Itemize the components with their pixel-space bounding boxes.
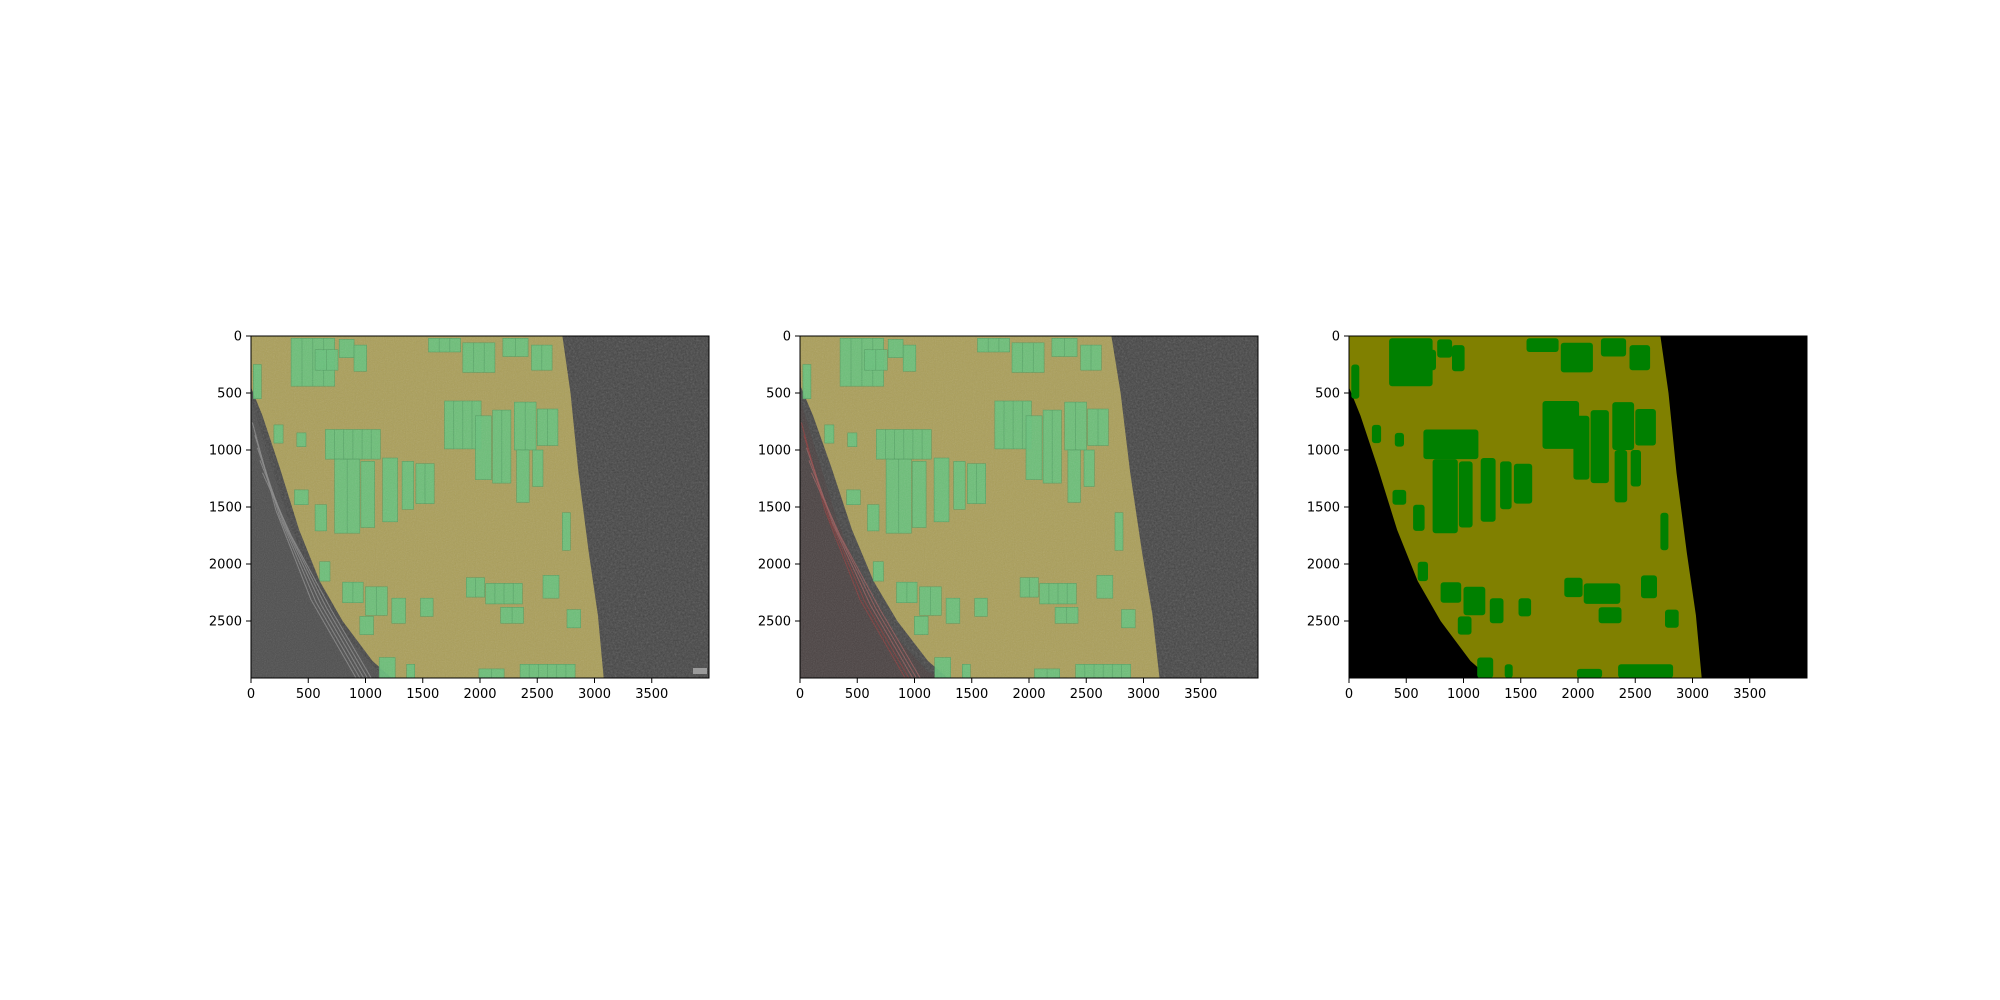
object-region — [1440, 582, 1462, 603]
object-region — [1413, 504, 1425, 531]
y-tick-label: 0 — [234, 330, 242, 345]
photo-grain — [251, 336, 709, 678]
object-region — [1452, 345, 1465, 372]
x-tick-label: 2000 — [1561, 687, 1594, 702]
object-region — [1351, 364, 1360, 399]
x-tick-label: 3000 — [1676, 687, 1709, 702]
object-region — [1394, 432, 1404, 447]
x-tick-label: 1000 — [349, 687, 382, 702]
x-tick-label: 3500 — [635, 687, 668, 702]
y-tick-label: 0 — [783, 330, 791, 345]
x-tick-label: 2500 — [1070, 687, 1103, 702]
object-region — [1660, 512, 1669, 551]
object-region — [1371, 424, 1382, 444]
x-tick-label: 500 — [845, 687, 870, 702]
panel-overlay-prediction: 0 500 1000 1500 2000 2500 3000 3500 0 500 1000 1500… — [758, 330, 1259, 702]
photo-grain — [800, 336, 1258, 678]
y-tick-label: 2000 — [1307, 558, 1340, 573]
x-tick-label: 0 — [796, 687, 804, 702]
x-tick-label: 1000 — [898, 687, 931, 702]
object-region — [1480, 458, 1496, 522]
y-tick-label: 1000 — [209, 444, 242, 459]
object-region — [1590, 410, 1609, 484]
x-tick-label: 500 — [296, 687, 321, 702]
x-tick-label: 1500 — [1504, 687, 1537, 702]
object-region — [1665, 609, 1679, 628]
object-region — [1437, 339, 1453, 358]
y-tick-label: 2000 — [758, 558, 791, 573]
object-region — [1641, 575, 1657, 599]
panel-overlay-original: 0 500 1000 1500 2000 2500 3000 3500 0 500 1000 1500… — [209, 330, 710, 702]
y-tick-label: 1000 — [1307, 444, 1340, 459]
panel-image — [800, 336, 1258, 678]
x-tick-label: 3500 — [1184, 687, 1217, 702]
object-region — [1500, 461, 1512, 510]
object-region — [1526, 338, 1559, 352]
object-region — [1618, 664, 1674, 678]
object-region — [1392, 489, 1407, 505]
object-region — [1504, 664, 1513, 678]
object-region — [1417, 561, 1428, 582]
object-region — [1477, 657, 1494, 678]
x-tick-label: 2500 — [521, 687, 554, 702]
object-region — [1583, 583, 1621, 604]
x-tick-label: 0 — [247, 687, 255, 702]
x-tick-label: 500 — [1394, 687, 1419, 702]
y-tick-label: 2000 — [209, 558, 242, 573]
object-region — [1423, 429, 1479, 460]
object-region — [1629, 345, 1651, 371]
y-tick-label: 1500 — [758, 501, 791, 516]
x-tick-label: 0 — [1345, 687, 1353, 702]
object-region — [1518, 598, 1532, 617]
x-tick-label: 1000 — [1447, 687, 1480, 702]
object-region — [1612, 402, 1635, 450]
y-tick-label: 1000 — [758, 444, 791, 459]
y-tick-label: 500 — [217, 387, 242, 402]
object-region — [1573, 415, 1590, 480]
x-tick-label: 3500 — [1733, 687, 1766, 702]
object-region — [1413, 349, 1436, 371]
x-tick-label: 2000 — [463, 687, 496, 702]
y-tick-label: 2500 — [1307, 615, 1340, 630]
y-tick-label: 500 — [766, 387, 791, 402]
object-region — [1463, 586, 1486, 616]
x-tick-label: 3000 — [1127, 687, 1160, 702]
object-region — [1576, 668, 1603, 678]
panel-segmentation-mask: 0 500 1000 1500 2000 2500 3000 3500 0 500 1000 1500… — [1307, 330, 1808, 702]
object-region — [1635, 409, 1656, 446]
x-tick-label: 2000 — [1012, 687, 1045, 702]
y-tick-label: 500 — [1315, 387, 1340, 402]
object-region — [1513, 463, 1533, 504]
object-region — [1432, 459, 1458, 534]
object-region — [1564, 577, 1583, 598]
small-marker — [693, 668, 707, 674]
object-region — [1542, 401, 1580, 449]
object-region — [1598, 607, 1622, 624]
panel-image — [251, 336, 709, 678]
x-tick-label: 1500 — [406, 687, 439, 702]
y-tick-label: 1500 — [1307, 501, 1340, 516]
x-tick-label: 3000 — [578, 687, 611, 702]
object-region — [1489, 598, 1504, 624]
object-region — [1458, 461, 1473, 528]
y-tick-label: 0 — [1332, 330, 1340, 345]
object-region — [1614, 450, 1628, 503]
object-region — [1600, 338, 1627, 357]
y-tick-label: 2500 — [758, 615, 791, 630]
x-tick-label: 1500 — [955, 687, 988, 702]
y-tick-label: 2500 — [209, 615, 242, 630]
object-region — [1630, 450, 1641, 487]
x-tick-label: 2500 — [1619, 687, 1652, 702]
object-region — [1560, 342, 1593, 373]
object-region — [1457, 616, 1472, 635]
panel-image — [1349, 336, 1807, 678]
y-tick-label: 1500 — [209, 501, 242, 516]
